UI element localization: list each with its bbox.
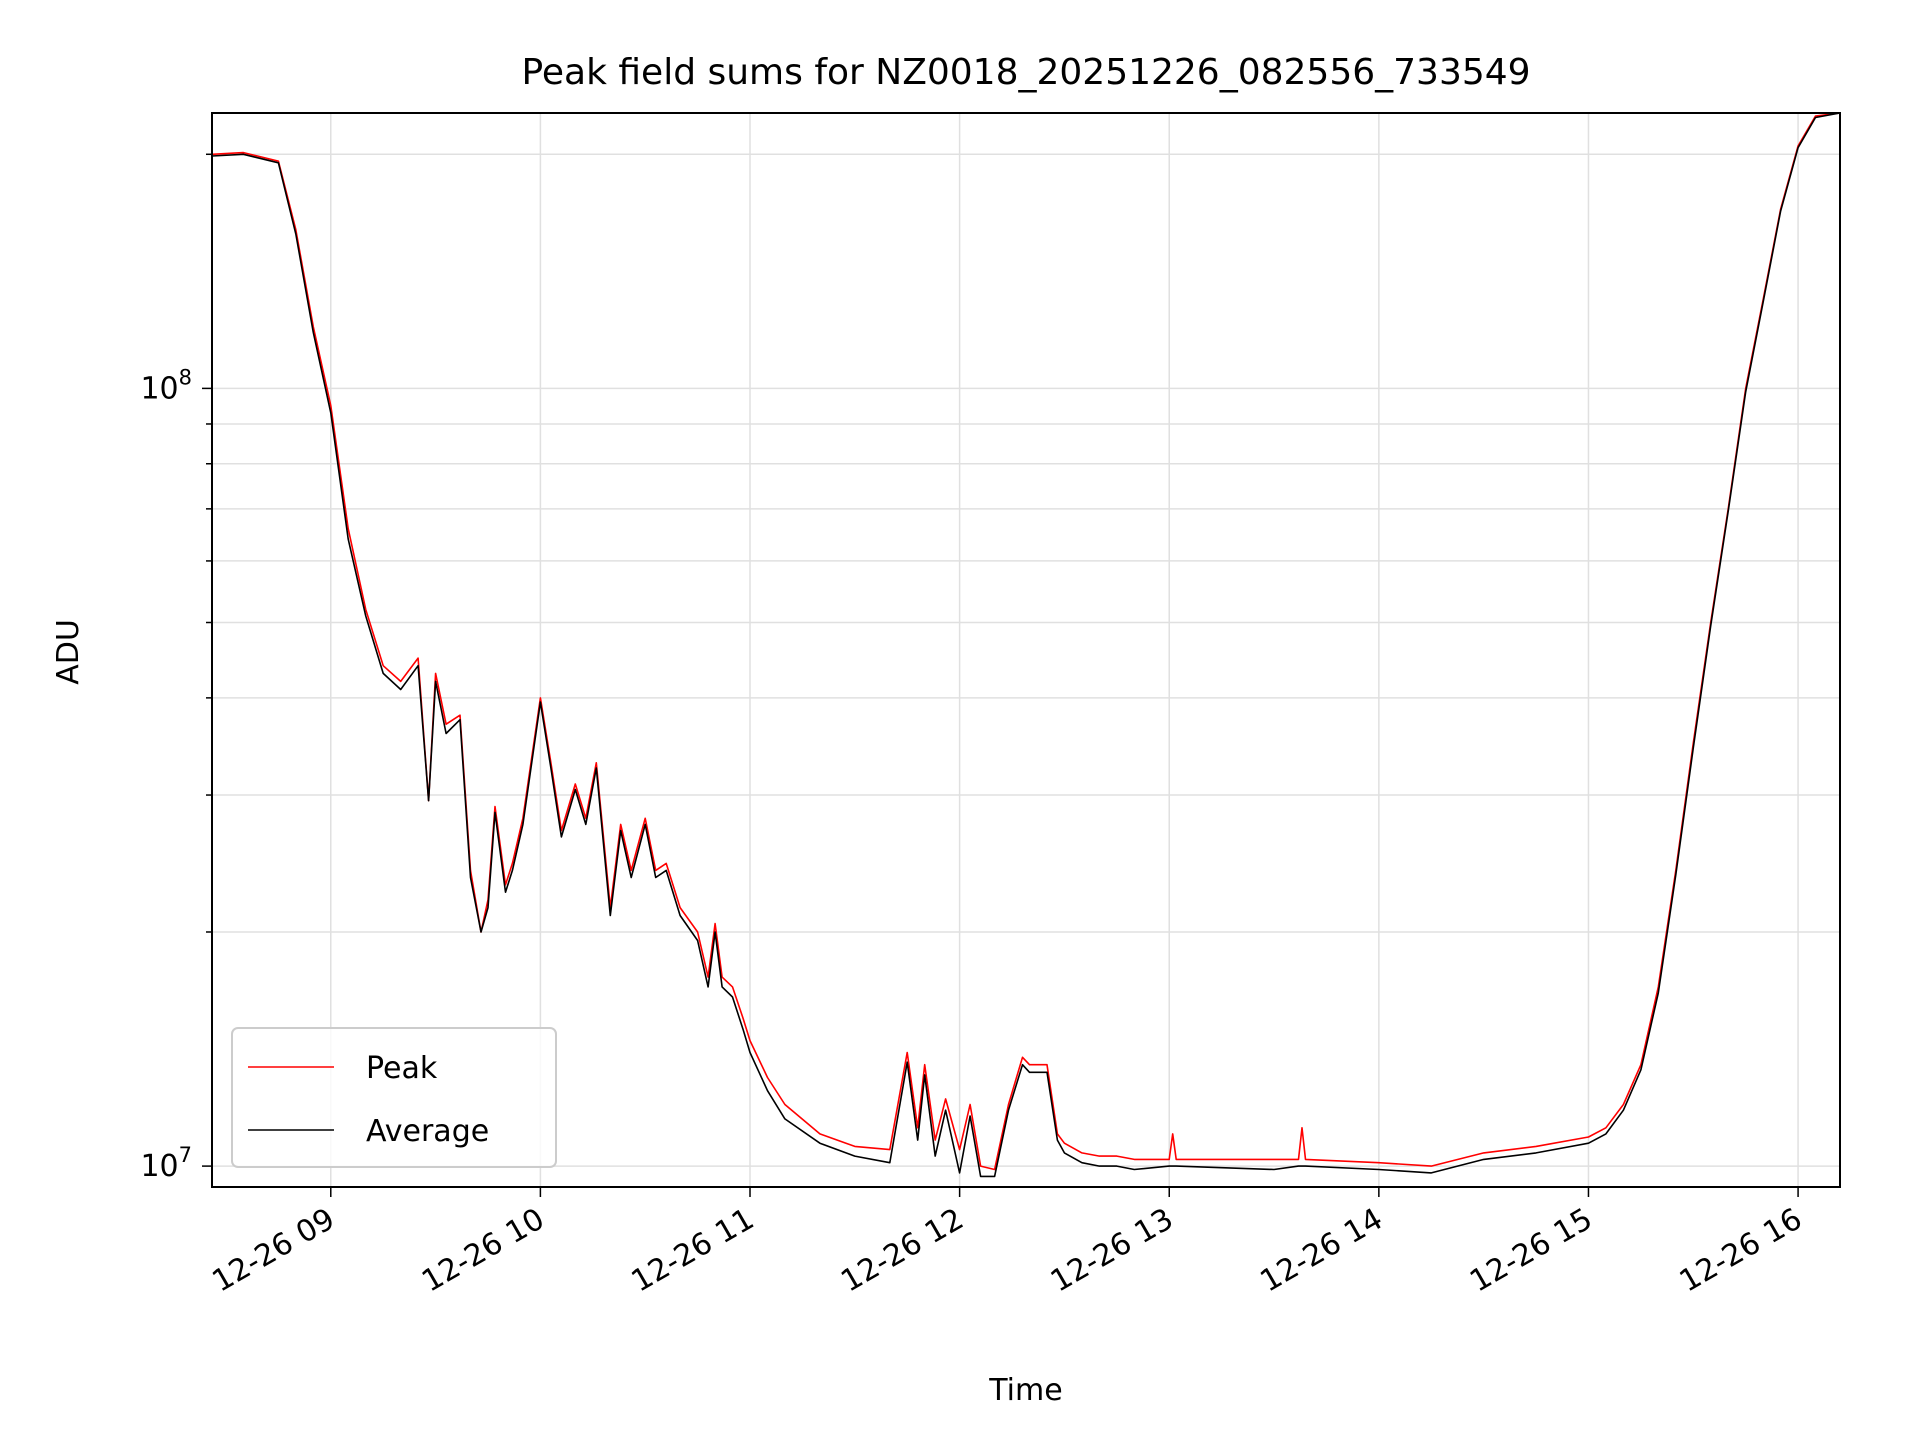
series-line-peak bbox=[211, 112, 1841, 1171]
y-axis-ticks: 107 108 bbox=[140, 153, 212, 1184]
legend-box bbox=[231, 1027, 557, 1168]
legend-label-peak: Peak bbox=[366, 1051, 438, 1086]
y-tick-label: 107 bbox=[140, 1143, 192, 1184]
series-lines bbox=[211, 112, 1841, 1178]
legend-label-average: Average bbox=[366, 1114, 489, 1149]
legend: Peak Average bbox=[231, 1027, 557, 1168]
axes-frame bbox=[211, 112, 1841, 1188]
series-line-average bbox=[211, 112, 1841, 1178]
y-axis-label: ADU bbox=[51, 619, 86, 685]
y-tick-label: 108 bbox=[140, 365, 192, 406]
chart-title: Peak field sums for NZ0018_20251226_0825… bbox=[521, 52, 1530, 93]
x-axis-label: Time bbox=[988, 1373, 1062, 1408]
